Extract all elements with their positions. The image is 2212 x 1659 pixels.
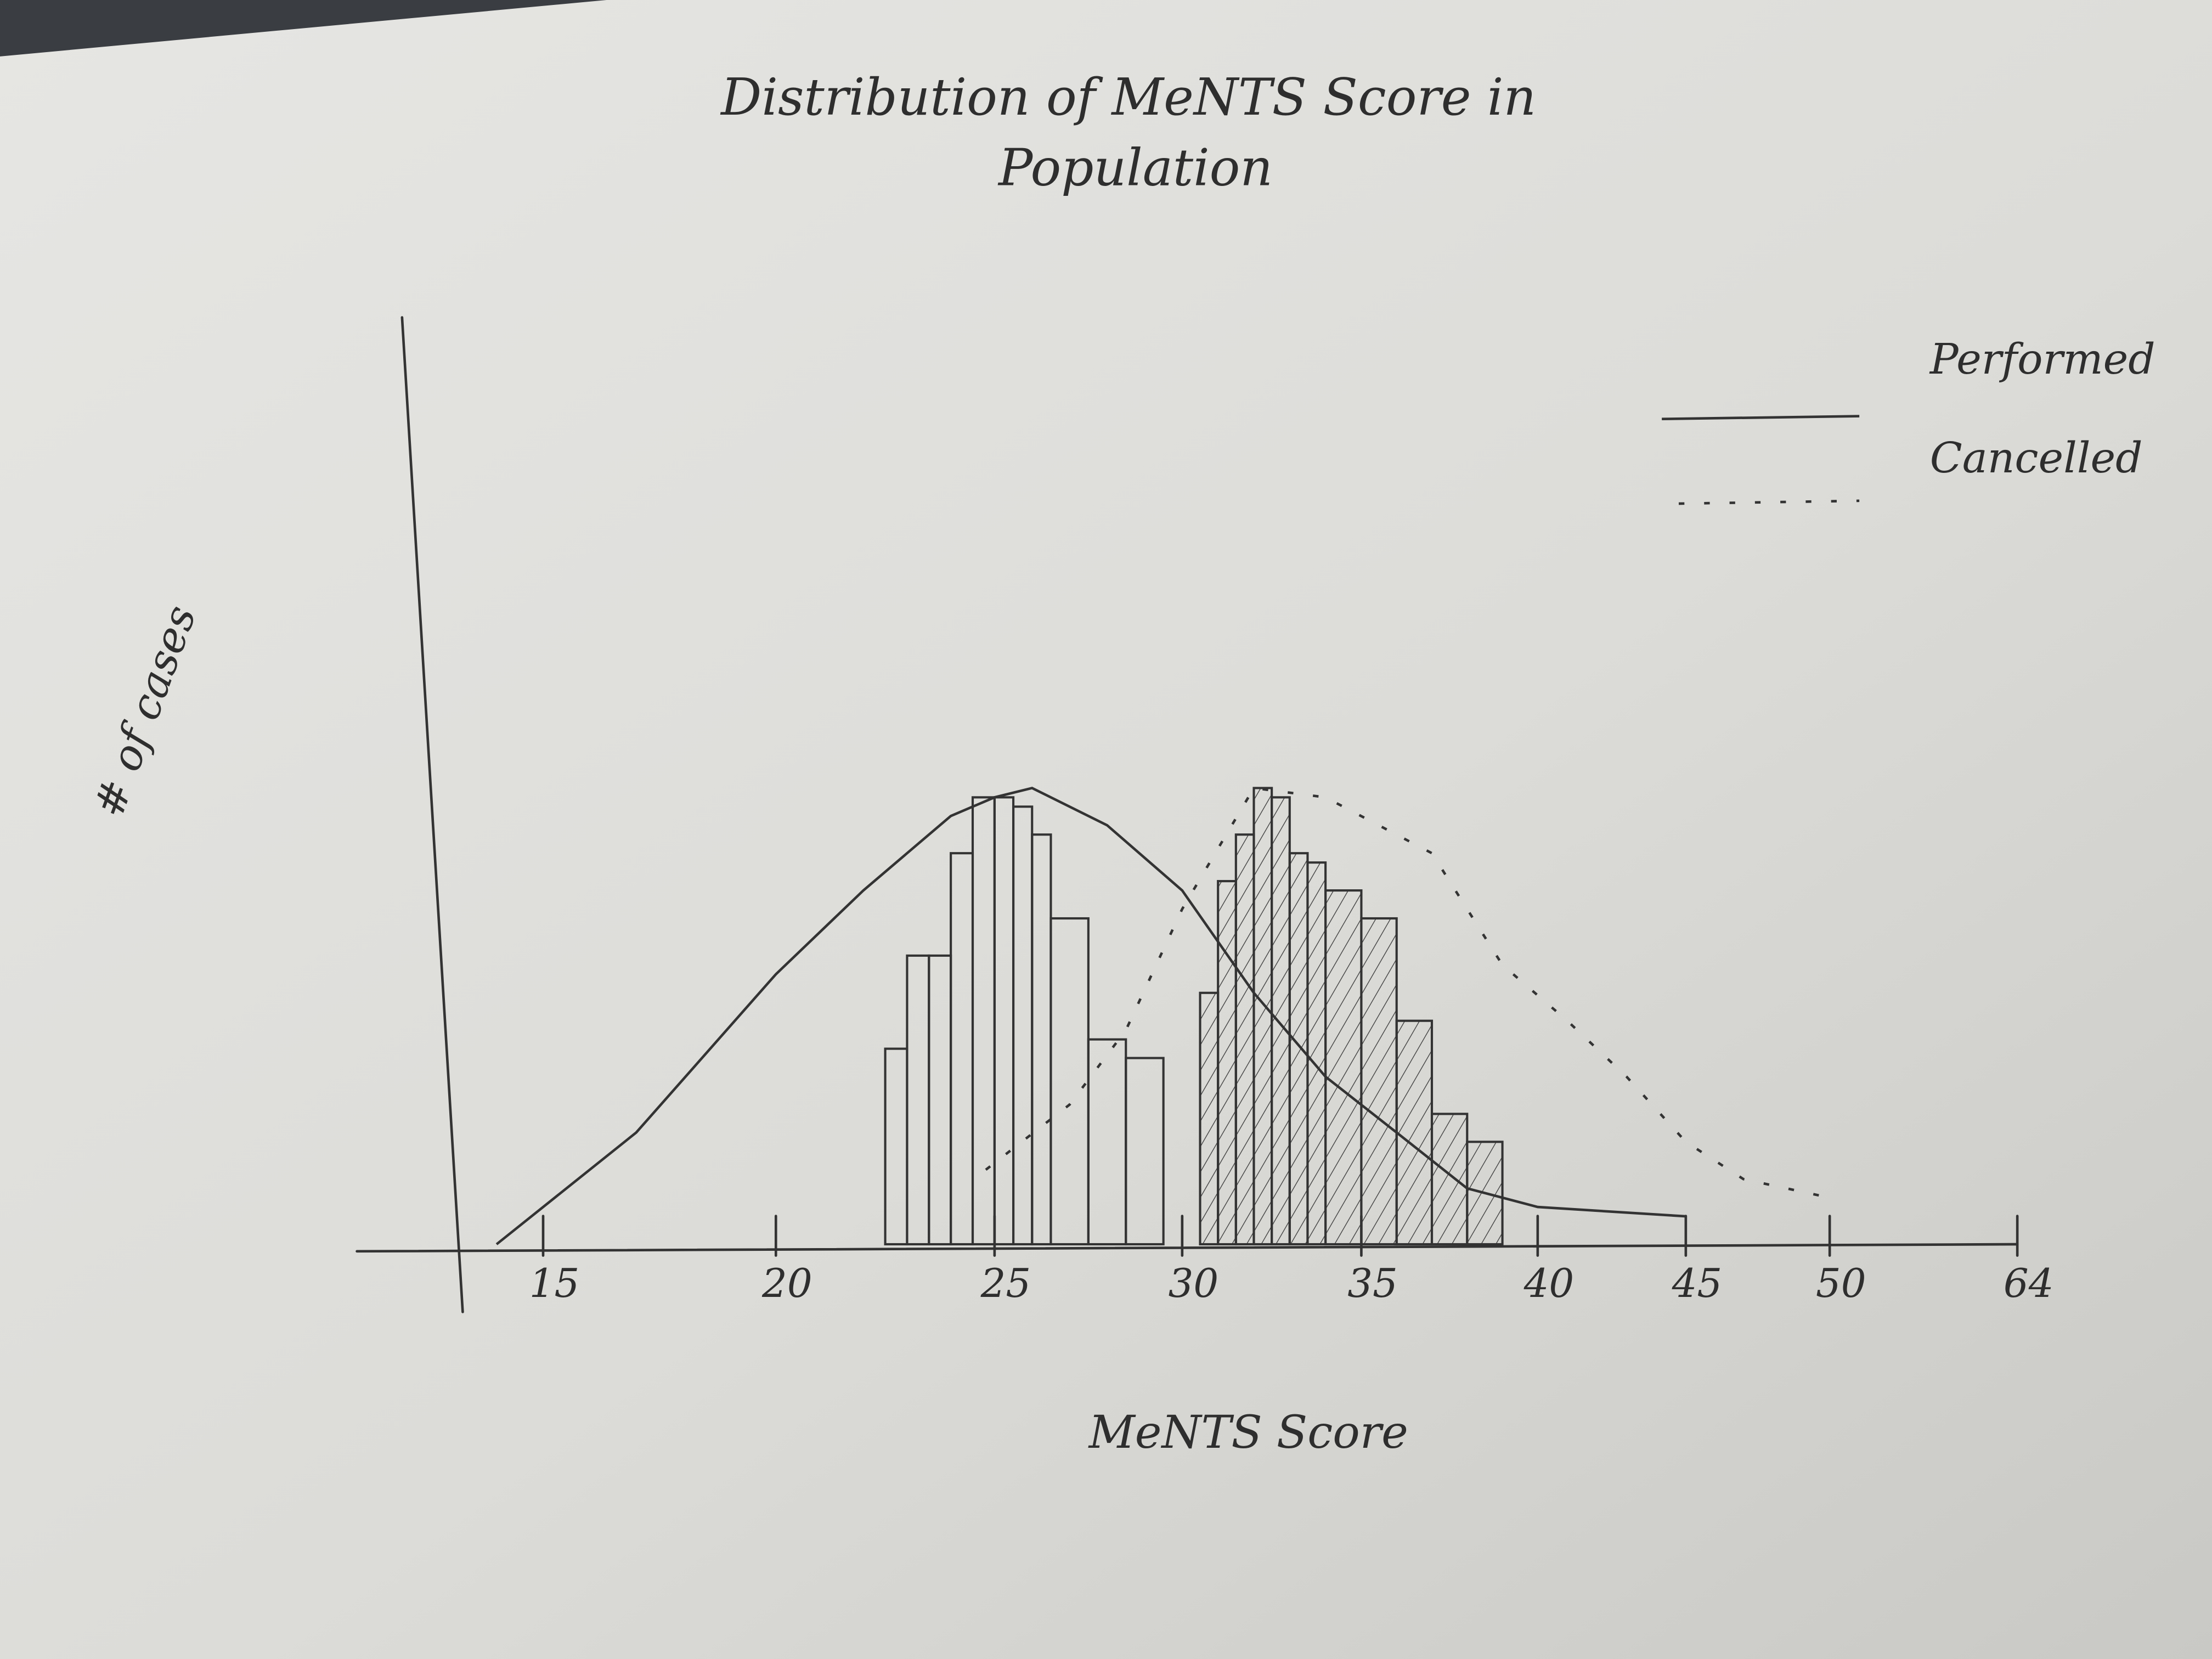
chart-title: Population (997, 138, 1273, 198)
legend-label: Cancelled (1930, 433, 2143, 483)
histogram-bar (1234, 833, 1255, 1246)
x-axis (356, 1243, 2019, 1253)
y-axis (400, 316, 464, 1313)
histogram-bar (1395, 1019, 1434, 1246)
chart-title: Distribution of MeNTS Score in (720, 67, 1536, 127)
x-tick-label: 40 (1523, 1260, 1575, 1306)
legend-label: Performed (1929, 335, 2155, 384)
x-tick-label: 25 (980, 1260, 1031, 1306)
x-tick-label: 45 (1672, 1260, 1723, 1306)
histogram-bar (1360, 917, 1398, 1246)
histogram-bar (1199, 991, 1220, 1246)
histogram-bar (1252, 787, 1273, 1246)
x-tick-label: 64 (2004, 1260, 2054, 1306)
series-line (495, 786, 1686, 1245)
legend-swatch (1678, 499, 1860, 505)
histogram-bar (1125, 1057, 1165, 1246)
histogram-bar (1430, 1113, 1469, 1246)
histogram-bar (1306, 861, 1327, 1246)
desk-edge (0, 0, 607, 57)
histogram-bar (1271, 796, 1291, 1246)
x-tick-label: 30 (1169, 1260, 1219, 1306)
x-tick-label: 20 (761, 1260, 812, 1306)
x-tick-label: 15 (529, 1260, 580, 1306)
x-tick-label: 35 (1347, 1260, 1398, 1306)
x-axis-label: MeNTS Score (1088, 1407, 1408, 1459)
histogram-bar (1288, 852, 1309, 1246)
histogram-bar (1217, 880, 1237, 1246)
x-tick-label: 50 (1816, 1260, 1866, 1306)
histogram-bar (1324, 889, 1363, 1246)
legend-swatch (1662, 415, 1860, 421)
